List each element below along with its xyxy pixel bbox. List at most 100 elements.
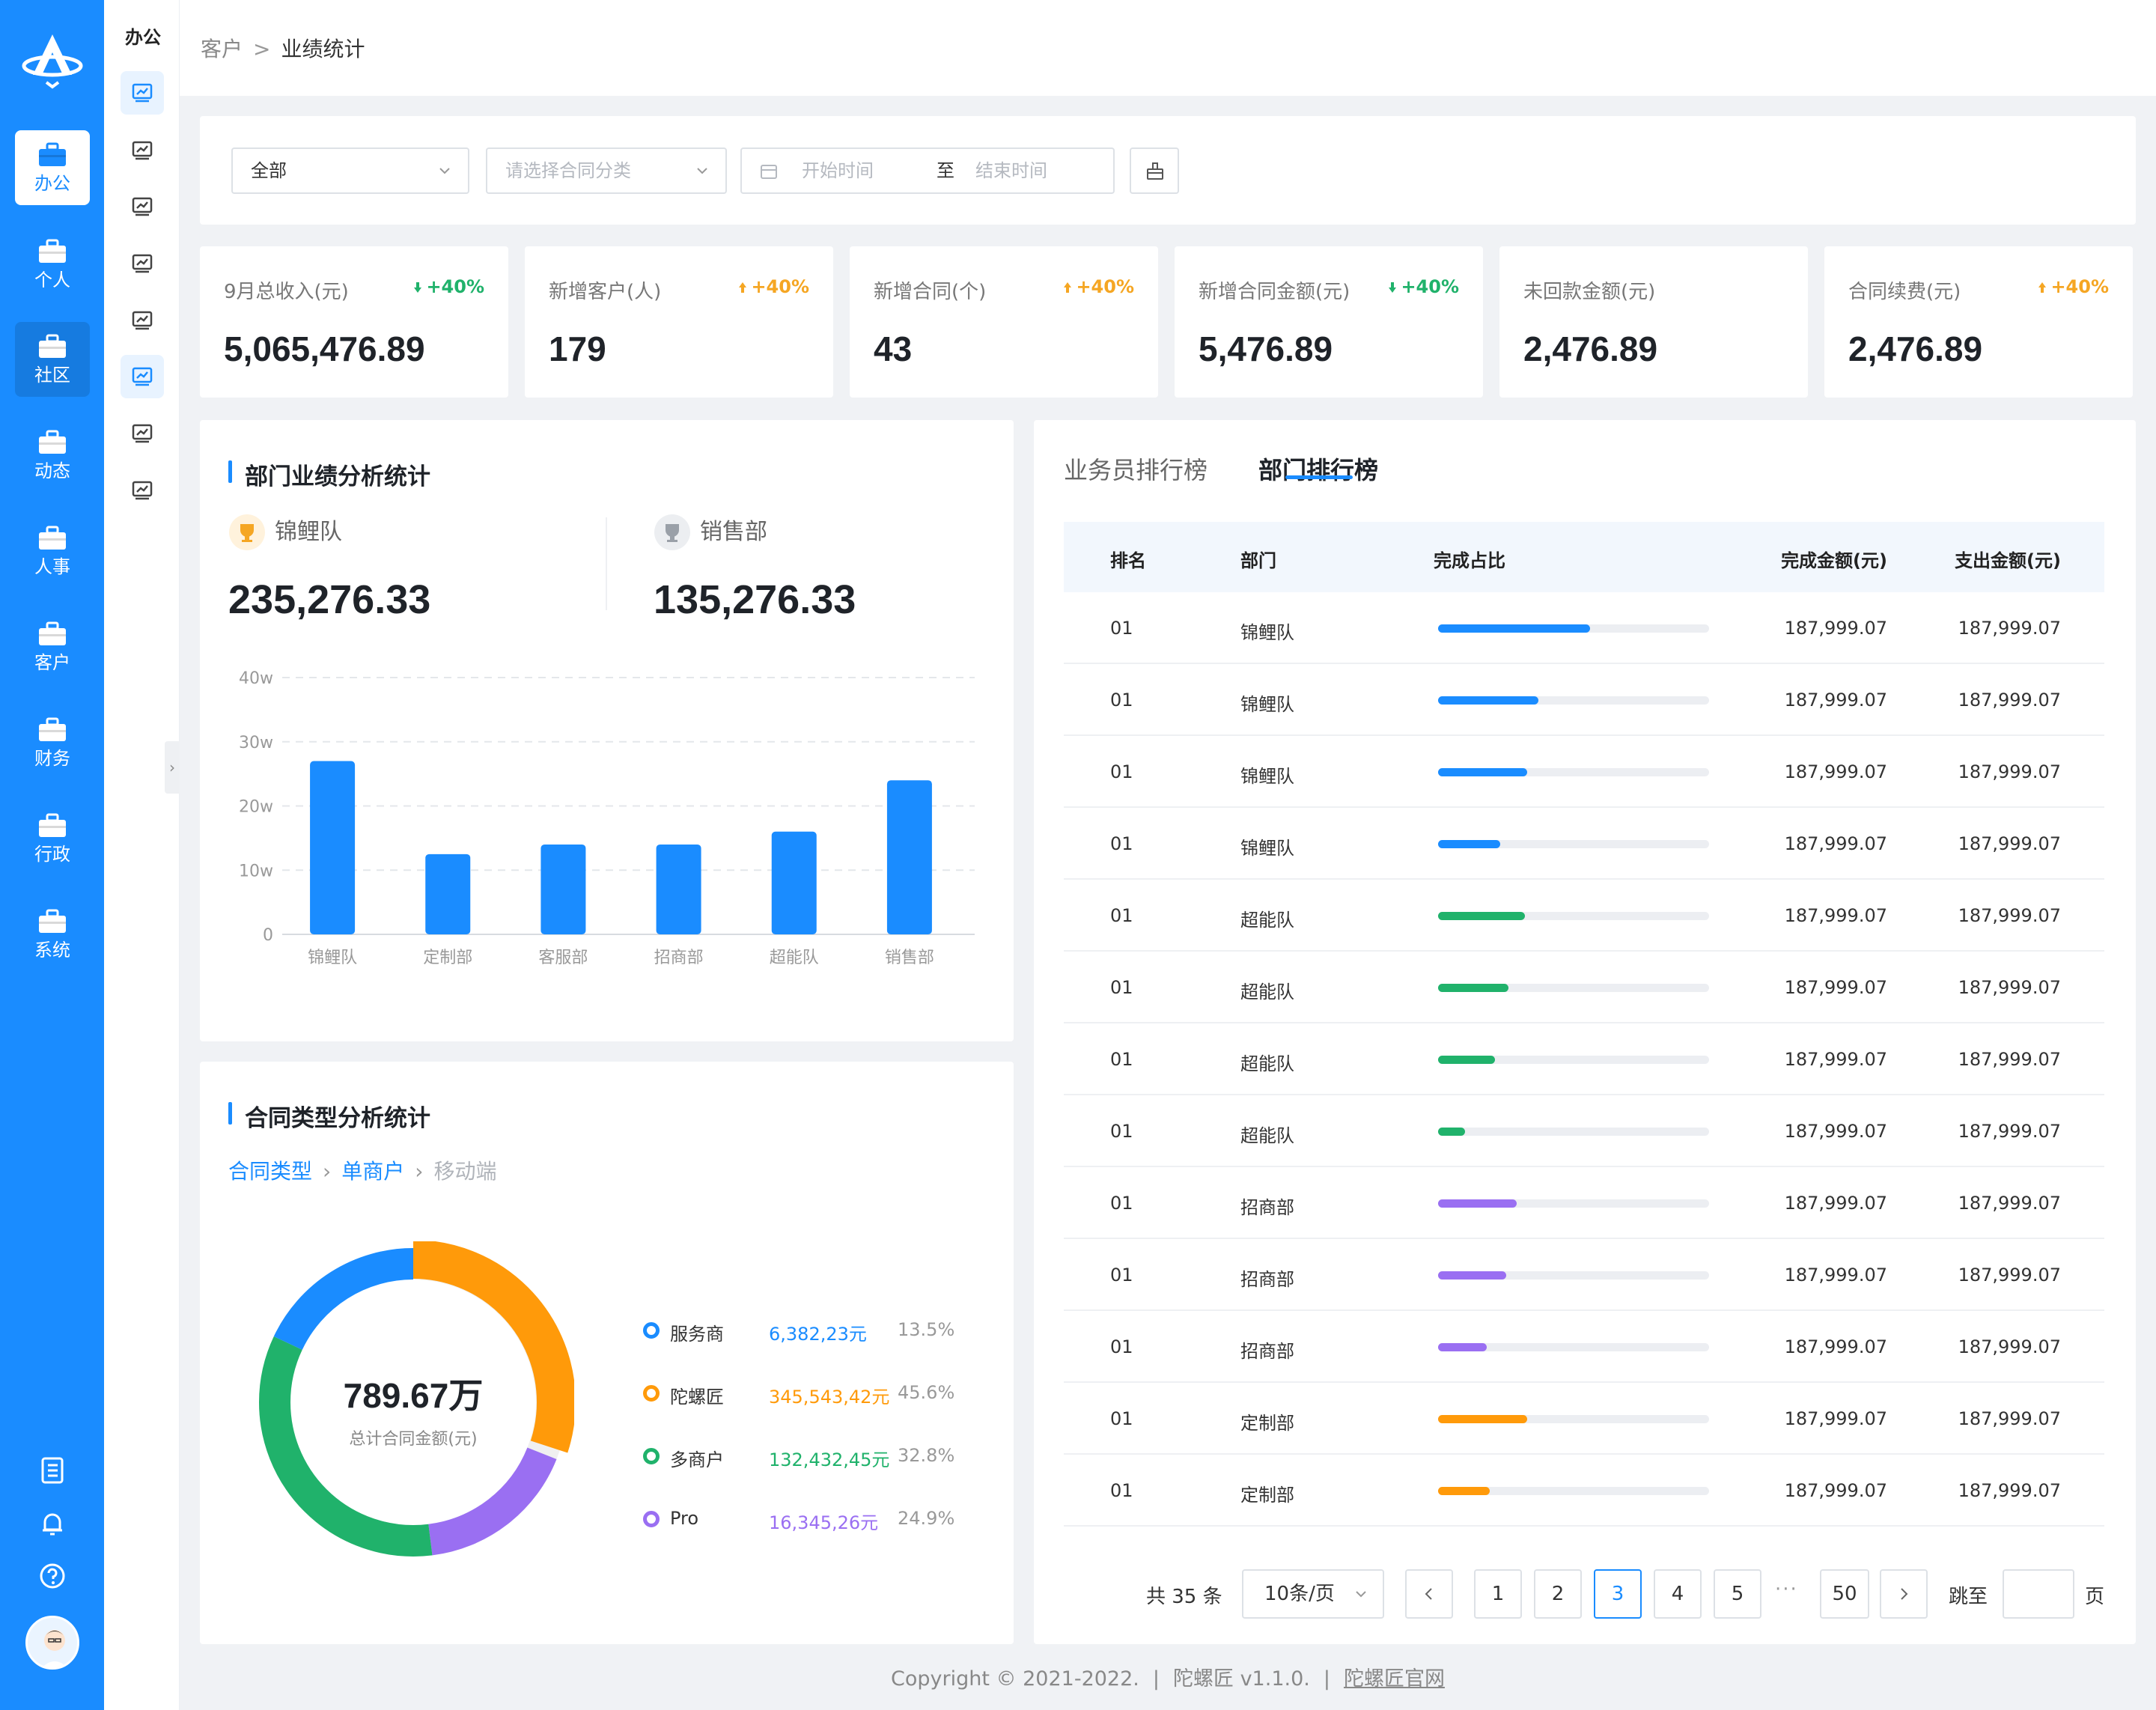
help-icon[interactable] [36,1560,69,1592]
table-row[interactable]: 01 超能队 187,999.07 187,999.07 [1064,880,2104,952]
chevron-down-icon [697,168,707,174]
progress-fill [1438,1415,1528,1423]
stat-trend-value: +40% [751,276,809,297]
table-row[interactable]: 01 超能队 187,999.07 187,999.07 [1064,1023,2104,1095]
bar[interactable] [310,761,356,934]
donut-segment[interactable] [259,1248,567,1557]
tab-salesperson-ranking[interactable]: 业务员排行榜 [1064,456,1208,484]
stat-trend: +40% [737,276,809,297]
list-icon[interactable] [36,1454,69,1487]
contract-crumb-single[interactable]: 单商户 [341,1159,405,1184]
progress-fill [1438,624,1590,633]
legend-dot [643,1385,660,1402]
rail-item-label: 人事 [34,556,70,577]
legend-dot [643,1448,660,1464]
jump-page-input[interactable] [2003,1569,2074,1619]
rail-item[interactable]: 系统 [15,897,90,972]
stat-card: 合同续费(元) +40% 2,476.89 [1824,246,2133,398]
progress-fill [1438,1271,1506,1280]
stat-label: 新增合同(个) [874,281,987,303]
collapse-toggle[interactable]: › [165,741,180,794]
tab-department-ranking[interactable]: 部门排行榜 [1258,456,1379,484]
rail-item[interactable]: 行政 [15,801,90,876]
legend-item[interactable]: 服务商 6,382,23元 13.5% [643,1316,987,1345]
page-button-last[interactable]: 50 [1820,1569,1869,1619]
contract-type-card: 合同类型分析统计 合同类型 › 单商户 › 移动端 789.67万 总计合同金额(元) … [200,1062,1014,1644]
bell-icon[interactable] [36,1507,69,1540]
contract-crumb-type[interactable]: 合同类型 [228,1159,313,1184]
rail-item[interactable]: 个人 [15,227,90,302]
start-date-input[interactable]: 开始时间 [802,160,874,181]
rail-item[interactable]: 办公 [15,130,90,205]
table-row[interactable]: 01 锦鲤队 187,999.07 187,999.07 [1064,736,2104,808]
legend-item[interactable]: 陀螺匠 345,543,42元 45.6% [643,1379,987,1408]
page-button[interactable]: 4 [1654,1569,1702,1619]
contract-type-select[interactable]: 请选择合同分类 [486,147,727,194]
clear-filter-button[interactable] [1130,147,1179,194]
table-row[interactable]: 01 超能队 187,999.07 187,999.07 [1064,1095,2104,1167]
divider [606,517,607,610]
progress-fill [1438,1128,1466,1136]
table-row[interactable]: 01 招商部 187,999.07 187,999.07 [1064,1167,2104,1239]
range-separator: 至 [937,160,954,181]
donut-segment[interactable] [259,1248,567,1557]
briefcase-icon [39,334,66,358]
bar[interactable] [771,831,817,934]
briefcase-icon [39,909,66,933]
bar[interactable] [425,854,471,934]
table-row[interactable]: 01 锦鲤队 187,999.07 187,999.07 [1064,592,2104,664]
rail-item[interactable]: 动态 [15,418,90,493]
legend-item[interactable]: Pro 16,345,26元 24.9% [643,1505,987,1533]
stat-card: 9月总收入(元) +40% 5,065,476.89 [200,246,508,398]
page-button[interactable]: 5 [1714,1569,1761,1619]
bar[interactable] [656,844,701,934]
rail-item[interactable]: 财务 [15,705,90,780]
sub-nav-item[interactable] [121,299,164,342]
sub-nav-item[interactable] [121,412,164,455]
footer-official-link[interactable]: 陀螺匠官网 [1343,1667,1445,1691]
table-row[interactable]: 01 定制部 187,999.07 187,999.07 [1064,1383,2104,1455]
footer-sep: | [1152,1667,1160,1691]
table-row[interactable]: 01 锦鲤队 187,999.07 187,999.07 [1064,664,2104,736]
prev-page-button[interactable] [1405,1569,1453,1619]
table-row[interactable]: 01 定制部 187,999.07 187,999.07 [1064,1455,2104,1527]
rail-item[interactable]: 客户 [15,609,90,684]
bar[interactable] [540,844,586,934]
page-size-select[interactable]: 10条/页 [1242,1569,1384,1619]
breadcrumb-parent[interactable]: 客户 [201,37,243,61]
row-spend-amount: 187,999.07 [1958,1480,2061,1501]
col-rank: 排名 [1110,550,1146,571]
row-spend-amount: 187,999.07 [1958,1121,2061,1142]
legend-item[interactable]: 多商户 132,432,45元 32.8% [643,1442,987,1470]
row-dept: 锦鲤队 [1240,694,1294,715]
row-dept: 超能队 [1240,982,1294,1002]
sub-nav-item[interactable] [121,242,164,285]
sub-nav-item[interactable] [121,469,164,512]
sub-nav-item[interactable] [121,185,164,228]
sub-nav-item[interactable] [121,129,164,172]
sub-nav-item[interactable] [121,71,164,115]
rail-item-label: 社区 [34,365,70,386]
row-spend-amount: 187,999.07 [1958,618,2061,639]
end-date-input[interactable]: 结束时间 [975,160,1047,181]
ranking-table-header: 排名 部门 完成占比 完成金额(元) 支出金额(元) [1064,522,2104,592]
table-row[interactable]: 01 锦鲤队 187,999.07 187,999.07 [1064,808,2104,880]
page-button[interactable]: 1 [1474,1569,1522,1619]
scope-select[interactable]: 全部 [231,147,469,194]
page-ellipsis[interactable]: ··· [1775,1578,1798,1601]
rail-item-label: 办公 [34,173,70,194]
rail-item[interactable]: 人事 [15,514,90,588]
contract-donut-chart [252,1241,574,1563]
table-row[interactable]: 01 招商部 187,999.07 187,999.07 [1064,1239,2104,1311]
page-button[interactable]: 3 [1594,1569,1642,1619]
rail-item[interactable]: 社区 [15,322,90,397]
sub-nav-item[interactable] [121,355,164,398]
table-row[interactable]: 01 超能队 187,999.07 187,999.07 [1064,952,2104,1023]
date-range-picker[interactable]: 开始时间 至 结束时间 [740,147,1115,194]
table-row[interactable]: 01 招商部 187,999.07 187,999.07 [1064,1311,2104,1383]
page-button[interactable]: 2 [1534,1569,1582,1619]
x-tick-label: 客服部 [538,949,588,967]
next-page-button[interactable] [1880,1569,1928,1619]
user-avatar[interactable] [25,1616,79,1670]
bar[interactable] [886,780,932,934]
